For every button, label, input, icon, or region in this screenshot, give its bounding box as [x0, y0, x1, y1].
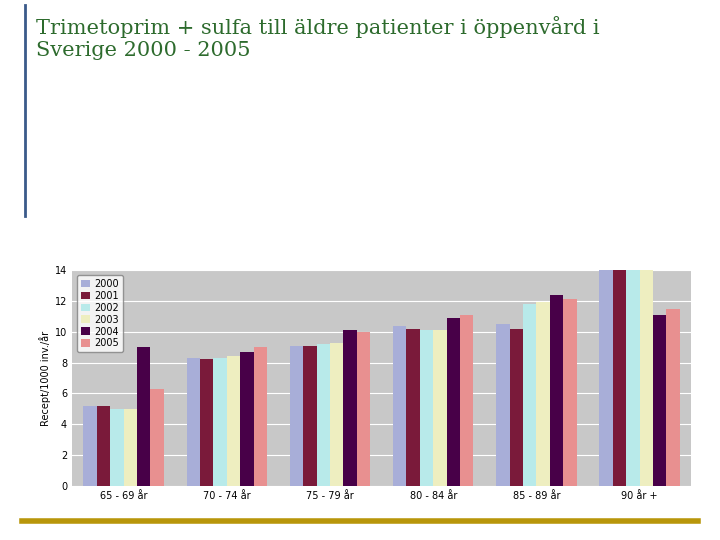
Bar: [460, 315, 474, 486]
Bar: [303, 346, 317, 486]
Bar: [639, 247, 653, 486]
Bar: [613, 241, 626, 486]
Bar: [84, 406, 96, 486]
Bar: [137, 347, 150, 486]
Bar: [150, 389, 164, 486]
Bar: [357, 332, 370, 486]
Bar: [420, 330, 433, 486]
Bar: [446, 318, 460, 486]
Bar: [289, 346, 303, 486]
Bar: [227, 356, 240, 486]
Bar: [496, 324, 510, 486]
Bar: [433, 330, 446, 486]
Bar: [510, 329, 523, 486]
Y-axis label: Recept/1000 inv./år: Recept/1000 inv./år: [39, 330, 50, 426]
Bar: [317, 344, 330, 486]
Bar: [124, 409, 137, 486]
Bar: [240, 352, 253, 486]
Bar: [253, 347, 267, 486]
Bar: [523, 304, 536, 486]
Bar: [110, 409, 124, 486]
Bar: [96, 406, 110, 486]
Bar: [200, 360, 213, 486]
Legend: 2000, 2001, 2002, 2003, 2004, 2005: 2000, 2001, 2002, 2003, 2004, 2005: [77, 275, 123, 353]
Bar: [393, 326, 406, 486]
Bar: [667, 308, 680, 486]
Bar: [550, 295, 563, 486]
Bar: [213, 358, 227, 486]
Text: Trimetoprim + sulfa till äldre patienter i öppenvård i
Sverige 2000 - 2005: Trimetoprim + sulfa till äldre patienter…: [36, 16, 600, 60]
Bar: [563, 299, 577, 486]
Bar: [186, 358, 200, 486]
Bar: [626, 247, 639, 486]
Bar: [653, 315, 667, 486]
Bar: [406, 329, 420, 486]
Bar: [343, 330, 357, 486]
Bar: [599, 236, 613, 486]
Bar: [536, 302, 550, 486]
Bar: [330, 342, 343, 486]
